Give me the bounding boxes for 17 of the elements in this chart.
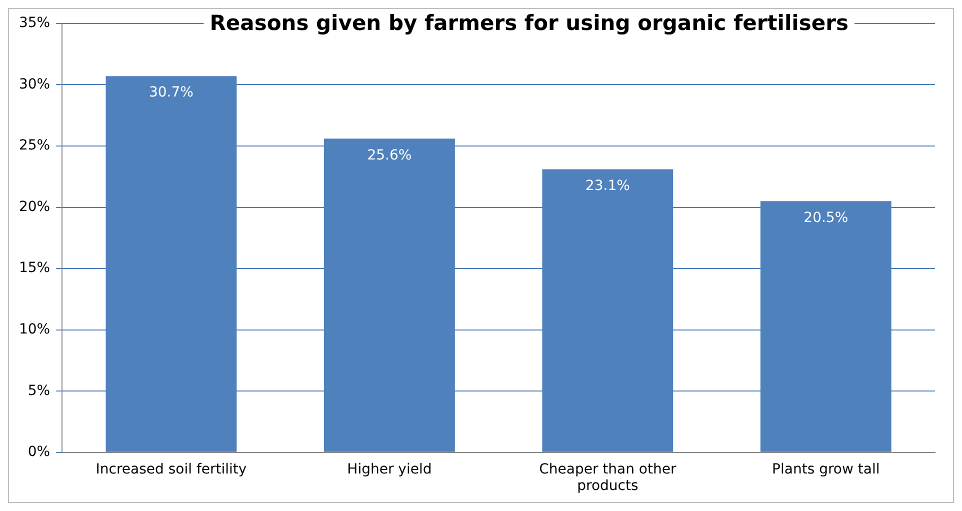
y-tick-label: 5% bbox=[28, 382, 50, 399]
y-tick-label: 10% bbox=[18, 321, 50, 338]
chart-title: Reasons given by farmers for using organic fertilisers bbox=[210, 10, 848, 35]
data-label: 25.6% bbox=[367, 147, 412, 164]
y-tick-label: 30% bbox=[18, 76, 50, 92]
data-label: 23.1% bbox=[585, 178, 630, 194]
data-label: 20.5% bbox=[804, 210, 848, 226]
data-label: 30.7% bbox=[148, 84, 194, 101]
y-tick-label: 0% bbox=[28, 444, 50, 460]
x-tick-label: Plants grow tall bbox=[772, 461, 880, 478]
x-tick-label: Higher yield bbox=[347, 461, 432, 478]
y-tick-label: 35% bbox=[18, 15, 50, 32]
x-tick-label: Cheaper than other products bbox=[539, 461, 676, 494]
y-tick-label: 25% bbox=[18, 138, 50, 154]
y-tick-label: 15% bbox=[18, 260, 50, 276]
x-tick-label: Increased soil fertility bbox=[96, 461, 247, 478]
y-tick-label: 20% bbox=[18, 198, 50, 215]
